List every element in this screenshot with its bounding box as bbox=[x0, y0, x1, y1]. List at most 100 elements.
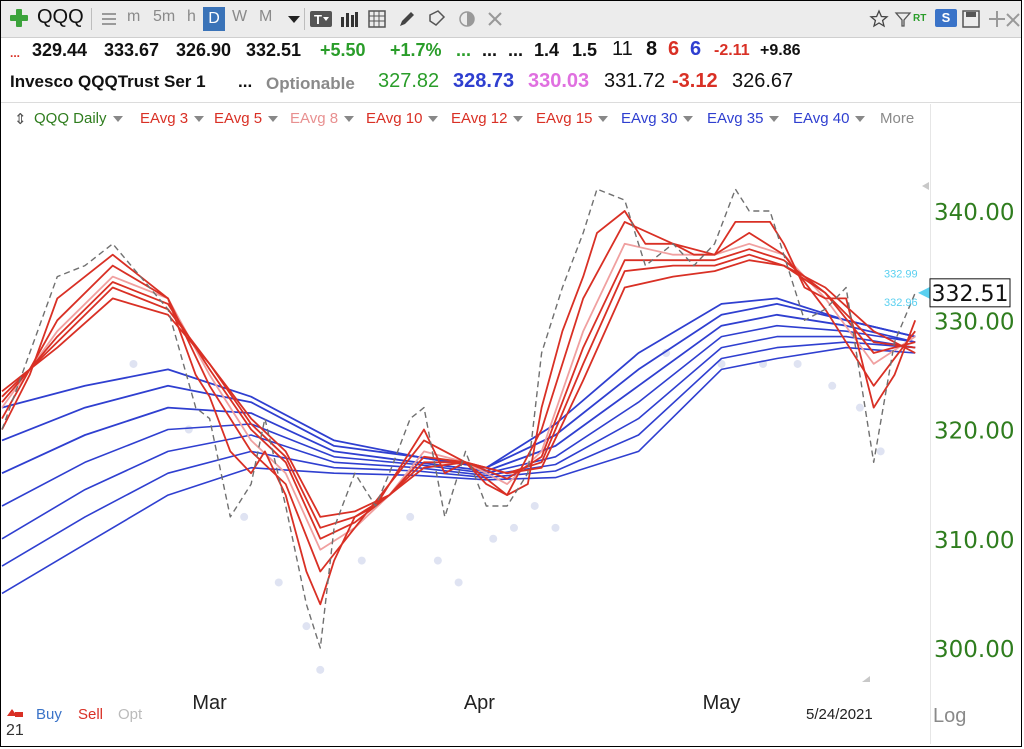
log-scale-toggle[interactable]: Log bbox=[933, 705, 967, 727]
study-dot bbox=[406, 512, 415, 521]
quote-row-1: ... 329.44 333.67 326.90 332.51 +5.50 +1… bbox=[0, 38, 930, 70]
brightness-icon[interactable] bbox=[457, 9, 477, 29]
legend-item-eavg-3[interactable]: EAvg 3 bbox=[140, 110, 205, 127]
x-tick-label: Apr bbox=[464, 692, 495, 714]
eavg-12-line bbox=[1, 253, 916, 529]
study-dot bbox=[433, 556, 442, 565]
optionable-label: Optionable bbox=[266, 74, 355, 93]
price-axis-divider bbox=[930, 104, 931, 744]
legend-item-eavg-35[interactable]: EAvg 35 bbox=[707, 110, 780, 127]
study-legend: ⇕ QQQ Daily EAvg 3 EAvg 5 EAvg 8 EAvg 10… bbox=[14, 110, 934, 132]
star-icon[interactable] bbox=[869, 9, 889, 29]
save-icon[interactable] bbox=[961, 9, 981, 29]
last-price-box bbox=[929, 278, 1011, 308]
tag-icon[interactable] bbox=[427, 9, 447, 29]
opt-button[interactable]: Opt bbox=[118, 706, 143, 723]
quote-value: +9.86 bbox=[760, 42, 801, 59]
legend-label: EAvg 3 bbox=[140, 110, 189, 127]
eavg-35-line bbox=[1, 302, 916, 469]
study-dot bbox=[876, 447, 885, 456]
study-dot bbox=[530, 501, 539, 510]
period-daily-button[interactable]: D bbox=[203, 7, 225, 31]
legend-item-eavg-8[interactable]: EAvg 8 bbox=[290, 110, 355, 127]
quote-value: 326.67 bbox=[732, 70, 794, 92]
scroll-up-icon bbox=[922, 182, 929, 190]
legend-label: EAvg 5 bbox=[214, 110, 263, 127]
close-x-icon[interactable] bbox=[1005, 9, 1021, 29]
s-badge-icon[interactable]: S bbox=[935, 9, 957, 27]
legend-item-eavg-5[interactable]: EAvg 5 bbox=[214, 110, 279, 127]
buy-sell-arrows-icon[interactable] bbox=[6, 706, 24, 720]
quote-value: -3.12 bbox=[672, 70, 718, 92]
symbol-field[interactable]: QQQ bbox=[37, 6, 84, 28]
legend-item-eavg-10[interactable]: EAvg 10 bbox=[366, 110, 439, 127]
quote-value: 1.4 bbox=[534, 40, 560, 60]
study-dot bbox=[240, 512, 249, 521]
quote-value: 8 bbox=[646, 38, 658, 60]
pencil-icon[interactable] bbox=[397, 9, 417, 29]
quote-high: 333.67 bbox=[104, 40, 160, 60]
quote-value: -2.11 bbox=[714, 42, 750, 59]
filter-icon[interactable] bbox=[893, 9, 913, 29]
eavg-blue-line-extra-0 bbox=[1, 324, 916, 507]
toolbar-divider bbox=[91, 8, 92, 30]
y-tick-label: 310.00 bbox=[934, 528, 1014, 554]
legend-more-button[interactable]: More bbox=[880, 110, 915, 127]
svg-text:T: T bbox=[314, 12, 322, 27]
legend-item-eavg-40[interactable]: EAvg 40 bbox=[793, 110, 866, 127]
toolbar: QQQ m 5m h D W M T RT S bbox=[1, 1, 1021, 38]
legend-item-eavg-15[interactable]: EAvg 15 bbox=[536, 110, 609, 127]
last-price-pointer bbox=[918, 286, 930, 299]
quote-value: 328.73 bbox=[453, 70, 515, 92]
y-tick-label: 320.00 bbox=[934, 419, 1014, 445]
rt-icon[interactable]: RT bbox=[913, 13, 927, 24]
study-dot bbox=[489, 534, 498, 543]
period-5min-button[interactable]: 5m bbox=[153, 8, 176, 25]
study-dot bbox=[793, 359, 802, 368]
quote-open: 329.44 bbox=[32, 40, 88, 60]
quote-dots: ... bbox=[508, 40, 524, 60]
plus-icon[interactable] bbox=[9, 8, 29, 28]
legend-label: EAvg 10 bbox=[366, 110, 423, 127]
study-dot bbox=[509, 523, 518, 532]
eavg-8-line bbox=[1, 242, 916, 551]
period-monthly-button[interactable]: M bbox=[259, 8, 273, 25]
study-dot bbox=[129, 359, 138, 368]
buy-button[interactable]: Buy bbox=[36, 706, 62, 723]
text-tool-icon[interactable]: T bbox=[309, 9, 333, 29]
bar-chart-icon[interactable] bbox=[339, 9, 359, 29]
study-dot bbox=[717, 359, 726, 368]
legend-label: EAvg 8 bbox=[290, 110, 339, 127]
move-icon[interactable] bbox=[987, 9, 1007, 29]
quote-value: 330.03 bbox=[528, 70, 590, 92]
grid-icon[interactable] bbox=[367, 9, 387, 29]
legend-item-eavg-12[interactable]: EAvg 12 bbox=[451, 110, 524, 127]
dropdown-icon[interactable] bbox=[284, 9, 304, 29]
legend-item-qqq-daily[interactable]: QQQ Daily bbox=[34, 110, 123, 127]
quote-dots: ... bbox=[482, 40, 498, 60]
legend-label: EAvg 15 bbox=[536, 110, 593, 127]
quote-dots: ... bbox=[456, 40, 472, 60]
quote-change: +5.50 bbox=[320, 40, 366, 60]
close-icon[interactable] bbox=[485, 9, 505, 29]
header-divider bbox=[1, 102, 1021, 103]
qqq-daily-line bbox=[1, 188, 916, 649]
x-tick-label: May bbox=[703, 692, 741, 714]
study-dot bbox=[855, 403, 864, 412]
legend-item-eavg-30[interactable]: EAvg 30 bbox=[621, 110, 694, 127]
study-dot bbox=[302, 622, 311, 631]
y-tick-label: 330.00 bbox=[934, 309, 1014, 335]
list-icon[interactable] bbox=[99, 9, 119, 29]
sell-button[interactable]: Sell bbox=[78, 706, 104, 723]
period-hour-button[interactable]: h bbox=[187, 8, 196, 25]
legend-drag-icon[interactable]: ⇕ bbox=[14, 111, 27, 128]
quote-value: 6 bbox=[690, 38, 702, 60]
period-minute-button[interactable]: m bbox=[127, 8, 141, 25]
eavg-3-line bbox=[1, 210, 917, 606]
quote-value: 6 bbox=[668, 38, 680, 60]
study-dot bbox=[357, 556, 366, 565]
quote-value: 1.5 bbox=[572, 40, 598, 60]
period-weekly-button[interactable]: W bbox=[232, 8, 248, 25]
